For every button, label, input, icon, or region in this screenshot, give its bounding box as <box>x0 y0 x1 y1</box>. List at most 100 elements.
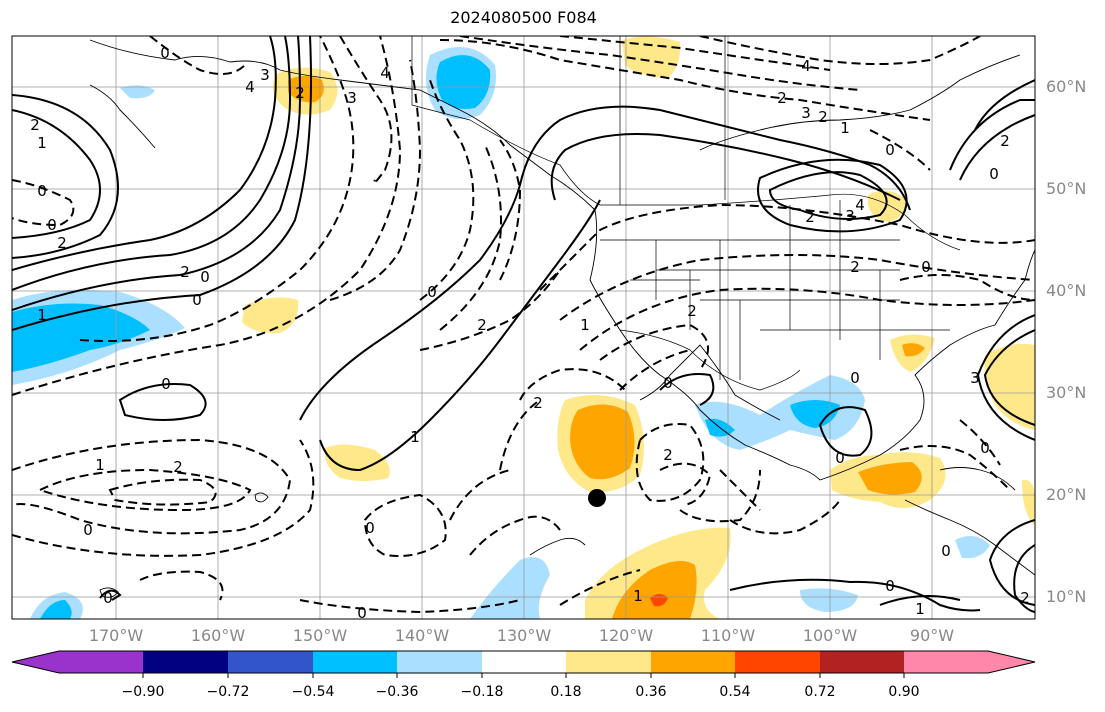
contour-label: 2 <box>477 316 487 334</box>
colorbar-outline <box>11 650 1036 674</box>
lat-tick-label: 10°N <box>1046 587 1087 606</box>
contour-label: 0 <box>357 604 367 622</box>
contour-label-group: 4 3 2 3 4 0 2 1 0 0 2 2 0 0 1 0 2 0 1 1 … <box>30 44 1030 622</box>
colorbar-label: −0.72 <box>206 684 250 700</box>
contour-label: 0 <box>885 141 895 159</box>
colorbar-label: −0.36 <box>375 684 419 700</box>
contour-label: 0 <box>365 519 375 537</box>
negative-anomaly-region <box>40 600 72 619</box>
positive-anomaly-region <box>612 561 697 619</box>
lat-tick-label: 30°N <box>1046 383 1087 402</box>
colorbar-label: 0.54 <box>719 684 751 700</box>
negative-anomaly-region <box>790 400 840 428</box>
colorbar-segment <box>397 651 482 673</box>
contour-label: 2 <box>850 258 860 276</box>
colorbar-segment <box>735 651 820 673</box>
lon-tick-label: 140°W <box>394 626 450 645</box>
contours-positive <box>12 36 1035 613</box>
contour-label: 2 <box>663 446 673 464</box>
lon-tick-label: 110°W <box>700 626 756 645</box>
contour-label: 2 <box>687 302 697 320</box>
contour-label: 0 <box>192 291 202 309</box>
contour-label: 2 <box>295 84 305 102</box>
lon-tick-label: 170°W <box>88 626 144 645</box>
contour-label: 2 <box>1000 132 1010 150</box>
contour-label: 4 <box>801 57 811 75</box>
colorbar-label: −0.90 <box>121 684 165 700</box>
colorbar <box>11 650 1036 678</box>
contour-label: 0 <box>989 165 999 183</box>
colorbar-segment <box>651 651 735 673</box>
colorbar-label: 0.36 <box>635 684 667 700</box>
colorbar-segment <box>904 651 1035 673</box>
negative-anomaly-region <box>436 55 491 109</box>
contour-label: 2 <box>57 234 67 252</box>
political-borders <box>411 36 961 391</box>
contour-label: 1 <box>410 428 420 446</box>
contour-label: 2 <box>533 394 543 412</box>
contour-label: 0 <box>850 369 860 387</box>
map-plot: 4 3 2 3 4 0 2 1 0 0 2 2 0 0 1 0 2 0 1 1 … <box>11 35 1036 622</box>
lon-tick-label: 120°W <box>598 626 654 645</box>
contour-label: 0 <box>941 542 951 560</box>
positive-anomaly-region <box>858 462 922 495</box>
contour-label: 0 <box>663 374 673 392</box>
lon-tick-label: 100°W <box>802 626 858 645</box>
negative-anomaly-region <box>470 557 550 619</box>
contour-label: 0 <box>37 182 47 200</box>
contour-label: 0 <box>427 283 437 301</box>
positive-anomaly-region <box>984 343 1035 430</box>
contour-label: 3 <box>347 89 357 107</box>
contour-label: 1 <box>580 316 590 334</box>
colorbar-label: 0.18 <box>550 684 582 700</box>
colorbar-segment <box>228 651 313 673</box>
colorbar-label: −0.18 <box>460 684 504 700</box>
contour-label: 1 <box>840 119 850 137</box>
lat-tick-label: 60°N <box>1046 77 1087 96</box>
lon-tick-label: 90°W <box>909 626 955 645</box>
contour-label: 2 <box>173 458 183 476</box>
negative-anomaly-region <box>800 588 858 612</box>
contour-label: 0 <box>200 268 210 286</box>
colorbar-segment <box>313 651 397 673</box>
contour-label: 2 <box>1020 589 1030 607</box>
contour-label: 0 <box>83 521 93 539</box>
contour-label: 1 <box>37 134 47 152</box>
contour-label: 3 <box>970 369 980 387</box>
colorbar-ticks <box>142 673 905 678</box>
lat-tick-label: 50°N <box>1046 179 1087 198</box>
negative-anomaly-region <box>120 85 155 99</box>
colorbar-label: −0.54 <box>291 684 335 700</box>
lat-tick-label: 40°N <box>1046 281 1087 300</box>
plot-title: 2024080500 F084 <box>450 8 597 27</box>
lon-tick-label: 160°W <box>190 626 246 645</box>
map-frame <box>11 35 1036 620</box>
contour-label: 1 <box>633 587 643 605</box>
positive-anomaly-region <box>288 76 324 103</box>
contour-label: 3 <box>801 104 811 122</box>
contour-label: 2 <box>777 89 787 107</box>
contour-label: 1 <box>95 456 105 474</box>
positive-anomaly-region <box>1022 479 1035 525</box>
contour-label: 3 <box>260 66 270 84</box>
contour-label: 4 <box>380 64 390 82</box>
colorbar-segment <box>566 651 651 673</box>
negative-anomaly-region <box>955 536 990 559</box>
contour-label: 0 <box>160 44 170 62</box>
contour-label: 0 <box>103 589 113 607</box>
colorbar-segment <box>12 651 143 673</box>
gridlines <box>12 36 1035 619</box>
lat-tick-label: 20°N <box>1046 485 1087 504</box>
contour-label: 0 <box>47 216 57 234</box>
colorbar-label: 0.90 <box>888 684 920 700</box>
location-marker <box>588 489 606 507</box>
contour-label: 1 <box>37 306 47 324</box>
contour-label: 0 <box>885 577 895 595</box>
colorbar-label: 0.72 <box>804 684 836 700</box>
contour-label: 0 <box>161 375 171 393</box>
contour-label: 4 <box>245 78 255 96</box>
lon-tick-label: 150°W <box>292 626 348 645</box>
contour-label: 1 <box>915 600 925 618</box>
contour-label: 2 <box>818 108 828 126</box>
lon-tick-label: 130°W <box>496 626 552 645</box>
